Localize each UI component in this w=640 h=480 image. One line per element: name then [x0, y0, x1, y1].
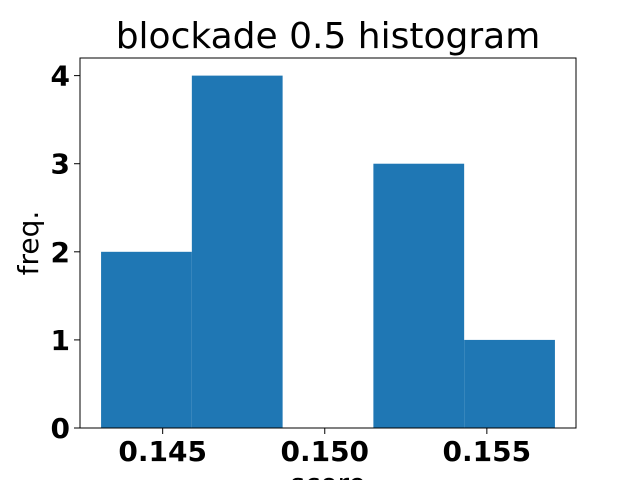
y-tick-label: 3	[51, 148, 70, 181]
plot-frame	[79, 57, 577, 429]
chart-title: blockade 0.5 histogram	[116, 16, 541, 57]
y-tick-label: 4	[51, 60, 70, 93]
x-tick-label: 0.145	[118, 435, 207, 468]
histogram-bar-3	[373, 163, 465, 428]
y-tick-label: 1	[51, 324, 70, 357]
y-axis-ticks: 0 1 2 3 4	[51, 60, 80, 445]
x-tick-label: 0.150	[280, 435, 369, 468]
x-tick-label: 0.155	[443, 435, 532, 468]
y-axis-label: freq.	[12, 211, 45, 276]
y-tick-label: 0	[51, 412, 70, 445]
histogram-bar-1	[191, 75, 283, 428]
x-axis-label: score	[290, 467, 365, 480]
bars-group	[101, 75, 555, 428]
histogram-bar-4	[464, 339, 555, 428]
y-tick-label: 2	[51, 236, 70, 269]
histogram-bar-0	[101, 251, 192, 428]
x-axis-ticks: 0.145 0.150 0.155	[118, 428, 531, 468]
